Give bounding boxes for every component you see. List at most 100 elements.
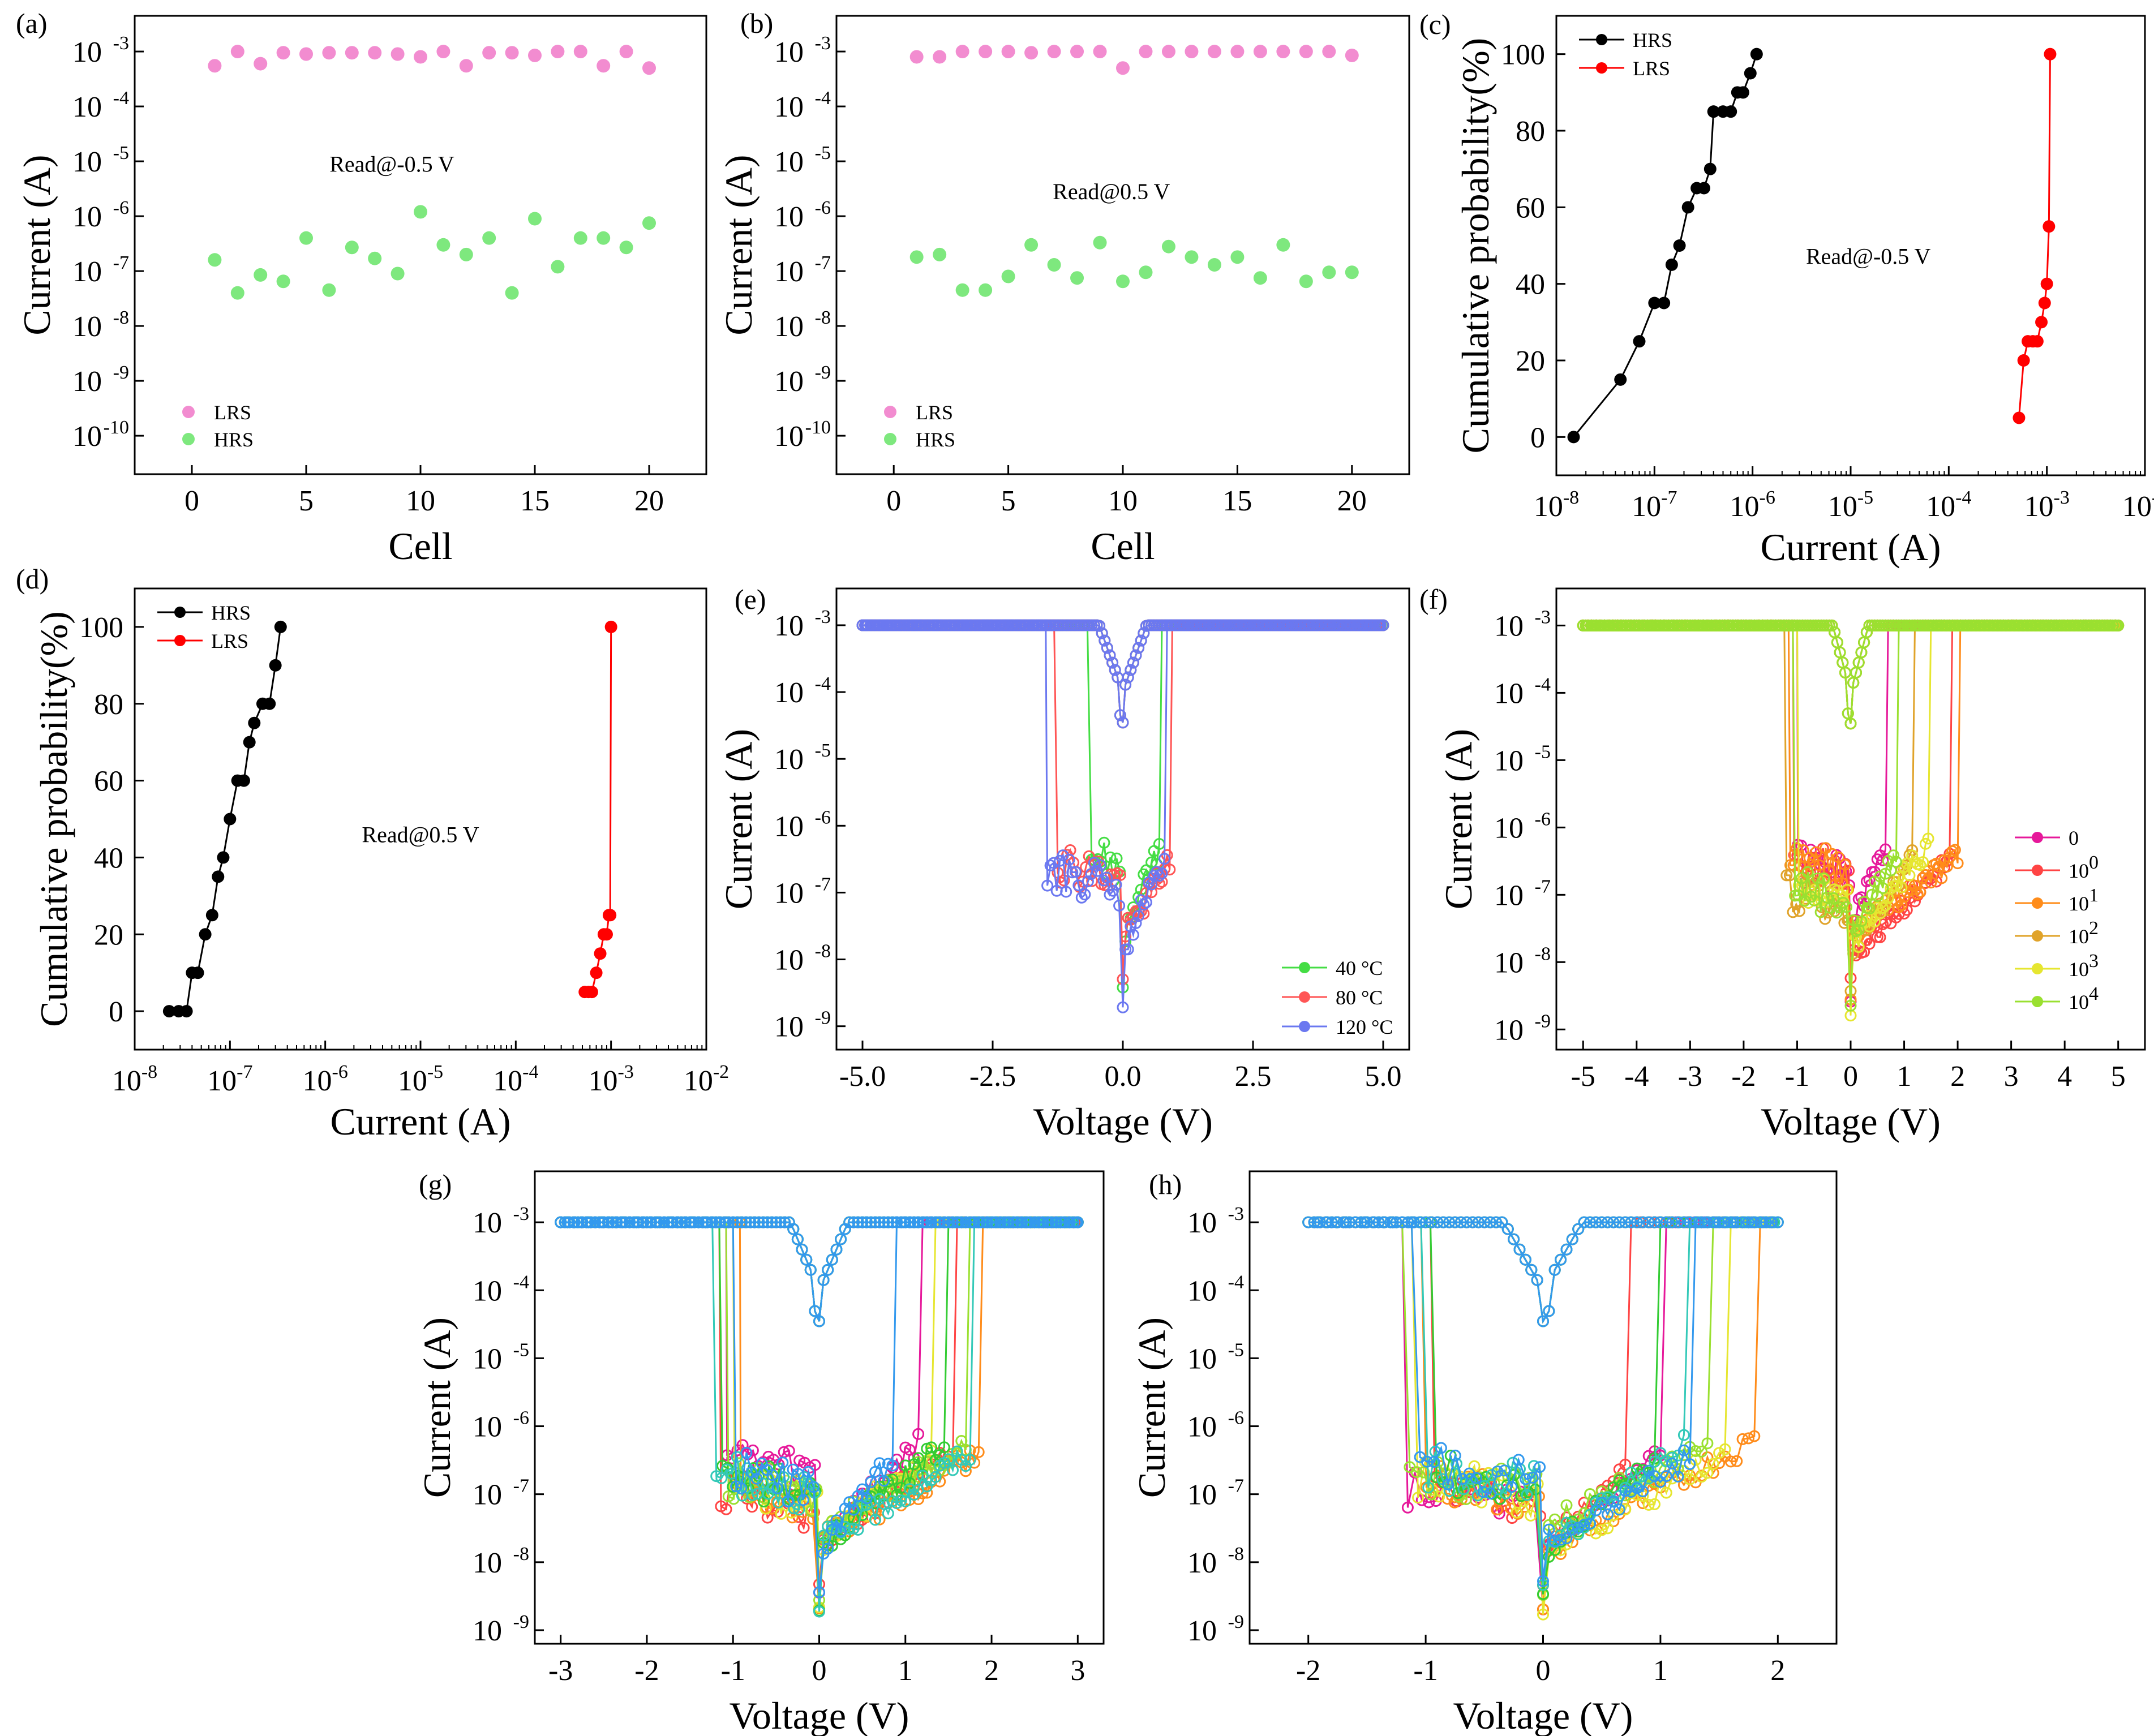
legend-marker: [2032, 832, 2043, 843]
iv-point: [1130, 917, 1142, 929]
iv-point: [1114, 869, 1126, 881]
series-line-lrs: [2018, 54, 2051, 418]
x-tick-label: -2: [634, 1655, 659, 1687]
data-point-hrs: [254, 268, 268, 282]
y-tick-label: 10 -7: [473, 1476, 529, 1511]
iv-point: [1127, 656, 1139, 669]
x-tick-label: 5: [1001, 485, 1016, 517]
iv-point: [1094, 859, 1106, 871]
read-voltage-annotation: Read@-0.5 V: [329, 151, 454, 177]
y-tick-label: 10 -3: [1494, 607, 1551, 642]
iv-point: [886, 1473, 899, 1486]
iv-point: [1917, 856, 1929, 869]
data-point-hrs: [1207, 258, 1221, 272]
iv-point: [1109, 664, 1121, 676]
iv-point: [1863, 619, 1876, 631]
x-tick-label: 5: [299, 485, 314, 517]
panel-b: (b)0 5 10 15 2010-1010-910-810-710-610-510-4…: [717, 7, 1410, 568]
y-tick-label: 10 -8: [774, 941, 831, 977]
data-point-hrs: [1299, 274, 1313, 289]
iv-point: [1855, 915, 1868, 927]
data-point-lrs: [594, 947, 607, 960]
data-point-hrs: [1724, 105, 1737, 118]
data-point-hrs: [1697, 182, 1710, 195]
legend-marker: [1299, 991, 1310, 1003]
y-tick-label: 0: [109, 996, 123, 1028]
data-point-hrs: [276, 274, 290, 289]
x-tick-label: -3: [548, 1655, 573, 1687]
data-point-hrs: [248, 716, 261, 729]
data-point-lrs: [642, 61, 656, 75]
data-point-lrs: [254, 57, 268, 71]
data-point-hrs: [1567, 431, 1580, 444]
x-tick-label: 10-8: [112, 1062, 157, 1097]
data-point-lrs: [1161, 45, 1175, 59]
legend-marker: [2032, 897, 2043, 909]
iv-point: [1113, 900, 1126, 912]
iv-point: [856, 619, 869, 631]
x-tick-label: 0: [184, 485, 199, 517]
x-tick-label: 10: [1108, 485, 1138, 517]
iv-point: [1135, 634, 1147, 647]
data-point-lrs: [604, 620, 617, 633]
data-point-lrs: [1024, 46, 1039, 60]
data-point-lrs: [1116, 61, 1130, 75]
data-point-hrs: [237, 774, 250, 787]
panel-f: (f)-5 -4 -3 -2 -1 0 1 2 3 4 510 -910 -810 -710 -610 -51…: [1419, 583, 2146, 1143]
y-axis-label: Cumulative probability(%): [32, 611, 75, 1027]
x-tick-label: 2: [984, 1655, 999, 1687]
data-point-hrs: [597, 231, 611, 245]
iv-point: [1890, 856, 1902, 868]
data-point-lrs: [933, 50, 947, 64]
y-tick-label: 60: [1516, 192, 1545, 224]
iv-point: [882, 1507, 894, 1520]
iv-point: [1107, 884, 1119, 897]
iv-point: [1949, 844, 1961, 856]
iv-point: [1117, 1001, 1129, 1013]
iv-point: [1156, 867, 1168, 879]
data-point-lrs: [2043, 220, 2056, 233]
y-tick-label: 10-10: [774, 417, 831, 453]
data-point-hrs: [1665, 258, 1678, 271]
plot-area: [555, 1216, 1084, 1618]
iv-point: [1880, 843, 1891, 856]
x-axis-label: Voltage (V): [730, 1694, 909, 1736]
iv-point: [1827, 892, 1840, 904]
iv-point: [1138, 899, 1150, 911]
data-point-hrs: [368, 251, 382, 265]
x-tick-label: 10-2: [2122, 487, 2154, 523]
y-tick-label: 10 -8: [774, 307, 831, 343]
x-tick-label: 10-5: [398, 1062, 443, 1097]
iv-point: [1903, 869, 1916, 882]
iv-point: [1852, 941, 1865, 953]
iv-point: [1130, 649, 1142, 661]
y-tick-label: 10 -6: [72, 197, 129, 233]
data-point-hrs: [1070, 271, 1084, 285]
y-tick-label: 10 -8: [473, 1544, 529, 1579]
iv-point: [972, 1446, 985, 1458]
y-axis-label: Current (A): [717, 154, 760, 335]
iv-point: [1914, 859, 1926, 871]
data-point-lrs: [505, 46, 519, 60]
data-point-hrs: [391, 267, 405, 281]
iv-point: [1132, 642, 1145, 654]
data-point-hrs: [199, 928, 212, 941]
legend-marker-lrs: [174, 635, 186, 646]
data-point-hrs: [1750, 48, 1763, 61]
data-point-hrs: [345, 240, 359, 255]
panel-label: (g): [419, 1168, 452, 1200]
data-point-hrs: [205, 909, 218, 922]
data-point-lrs: [1139, 45, 1153, 59]
y-tick-label: 80: [94, 689, 123, 721]
y-tick-label: 10 -6: [774, 197, 831, 233]
panel-d: (d)10-8 10-7 10-6 10-5 10-4 10-3 10-2020406080…: [16, 563, 729, 1143]
data-point-lrs: [368, 46, 382, 60]
iv-point: [1075, 891, 1088, 904]
data-point-lrs: [979, 45, 993, 59]
y-tick-label: 100: [79, 612, 123, 644]
legend-label: 0: [2069, 827, 2079, 849]
iv-point: [1951, 857, 1964, 870]
iv-point: [1091, 865, 1104, 877]
iv-point: [720, 1503, 732, 1515]
iv-point: [1906, 849, 1919, 862]
